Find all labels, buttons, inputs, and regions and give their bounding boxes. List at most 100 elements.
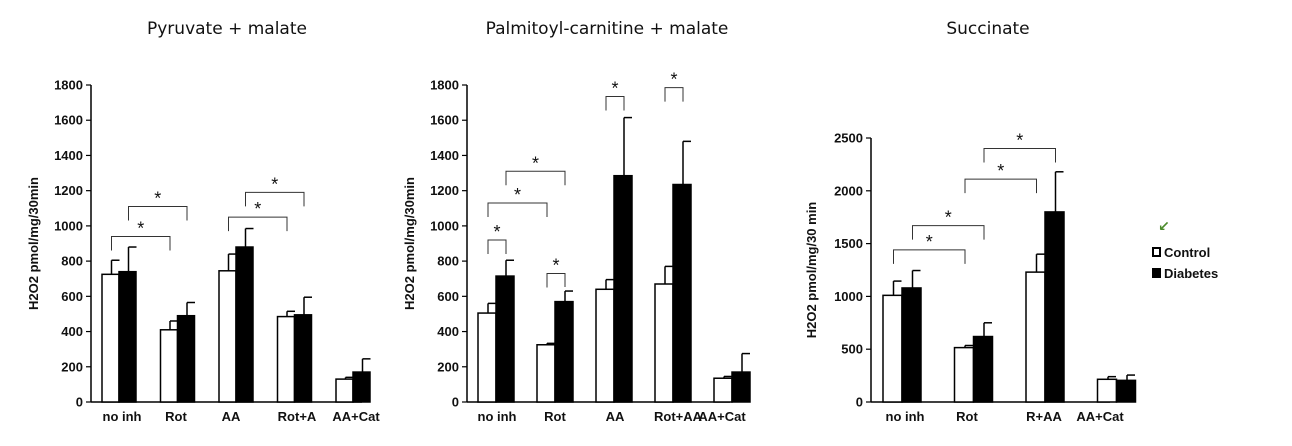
bar-diabetes-r-aa [1044, 211, 1065, 403]
bar-diabetes-rot-aa [672, 183, 692, 403]
green-arrow-icon: ↙ [1158, 218, 1170, 234]
significance-star: * [514, 185, 521, 205]
bar-control-no-inh [101, 273, 120, 403]
y-axis-label: H2O2 pmol/mg/30 min [804, 202, 819, 339]
significance-star: * [552, 255, 559, 275]
chart-pyruvate-malate: Pyruvate + malate H2O2 pmol/mg/30min 0 200 4… [26, 19, 380, 424]
bar-control-rot-a [276, 315, 296, 403]
bar-control-rot [159, 329, 179, 403]
significance-bracket [893, 249, 966, 264]
x-tick-label-rot-aa: Rot+AA [654, 409, 703, 424]
significance-bracket [546, 272, 566, 288]
bar-diabetes-aa-cat [731, 371, 751, 403]
y-tick-label: 0 [76, 395, 83, 410]
bar-control-no-inh [477, 312, 497, 403]
significance-bracket [487, 202, 548, 217]
significance-bracket [505, 170, 566, 186]
chart-succinate: Succinate H2O2 pmol/mg/30 min 0 500 1000 1500… [804, 19, 1137, 424]
significance-bracket [664, 87, 684, 102]
significance-bracket [228, 216, 288, 232]
y-tick-label: 1400 [54, 148, 83, 163]
bar-control-aa [218, 270, 237, 403]
significance-bracket [111, 235, 171, 251]
significance-bracket [128, 206, 188, 221]
y-tick-label: 1000 [54, 218, 83, 233]
significance-bracket [487, 239, 507, 254]
bar-diabetes-rot [554, 300, 574, 403]
bar-diabetes-rot-a [293, 314, 313, 403]
y-axis-label: H2O2 pmol/mg/30min [402, 177, 417, 310]
x-tick-label-no-inh: no inh [103, 409, 142, 424]
y-tick-label: 2500 [834, 131, 863, 146]
y-tick-label: 400 [437, 324, 459, 339]
y-tick-label: 0 [856, 395, 863, 410]
y-tick-label: 500 [841, 342, 863, 357]
y-tick-label: 600 [61, 289, 83, 304]
bar-control-r-aa [1025, 271, 1046, 403]
y-tick-label: 200 [437, 359, 459, 374]
diabetes-swatch [1152, 268, 1161, 278]
bar-diabetes-rot [176, 314, 196, 403]
y-tick-label: 1500 [834, 236, 863, 251]
bar-control-rot [953, 346, 975, 403]
significance-star: * [1016, 131, 1023, 151]
y-tick-label: 800 [437, 254, 459, 269]
bar-diabetes-rot [972, 335, 994, 403]
x-tick-label-aa: AA [606, 409, 625, 424]
chart-title: Palmitoyl-carnitine + malate [486, 19, 729, 39]
y-tick-label: 1600 [430, 113, 459, 128]
bar-control-aa-cat [335, 378, 354, 403]
y-tick-label: 400 [61, 324, 83, 339]
x-tick-label-rot: Rot [956, 409, 978, 424]
x-tick-label-aa-cat: AA+Cat [332, 409, 380, 424]
significance-bracket [912, 225, 985, 240]
bar-diabetes-no-inh [118, 270, 137, 403]
y-tick-label: 1600 [54, 113, 83, 128]
significance-bracket [964, 178, 1037, 194]
bar-control-rot-aa [654, 283, 674, 403]
legend-label-diabetes: Diabetes [1164, 265, 1219, 281]
chart-palmitoyl-carnitine-malate: Palmitoyl-carnitine + malate H2O2 pmol/mg… [402, 19, 751, 424]
significance-star: * [137, 218, 144, 238]
legend-item-control: Control [1152, 244, 1210, 260]
legend-item-diabetes: Diabetes [1152, 265, 1218, 281]
significance-star: * [254, 199, 261, 219]
bar-diabetes-aa [235, 246, 254, 403]
significance-star: * [670, 70, 677, 90]
x-tick-label-aa: AA [222, 409, 241, 424]
y-tick-label: 1800 [430, 78, 459, 93]
bar-control-aa-cat [713, 377, 733, 403]
y-tick-label: 1400 [430, 148, 459, 163]
y-tick-label: 800 [61, 254, 83, 269]
bar-control-aa-cat [1096, 378, 1118, 403]
y-tick-label: 600 [437, 289, 459, 304]
y-axis-label: H2O2 pmol/mg/30min [26, 177, 41, 310]
significance-bracket [605, 95, 625, 111]
y-tick-label: 2000 [834, 183, 863, 198]
control-swatch [1152, 247, 1161, 257]
significance-star: * [154, 189, 161, 209]
x-tick-label-no-inh: no inh [478, 409, 517, 424]
significance-star: * [997, 161, 1004, 181]
x-tick-label-aa-cat: AA+Cat [698, 409, 746, 424]
bar-diabetes-no-inh [901, 287, 922, 403]
y-tick-label: 0 [452, 395, 459, 410]
significance-star: * [271, 174, 278, 194]
significance-star: * [532, 153, 539, 173]
y-tick-label: 200 [61, 359, 83, 374]
bar-control-rot [536, 344, 556, 403]
y-tick-label: 1000 [834, 289, 863, 304]
y-tick-label: 1800 [54, 78, 83, 93]
significance-star: * [493, 222, 500, 242]
x-tick-label-rot-a: Rot+A [278, 409, 317, 424]
significance-star: * [926, 232, 933, 252]
chart-title: Pyruvate + malate [147, 19, 307, 39]
x-tick-label-no-inh: no inh [886, 409, 925, 424]
bar-control-aa [595, 288, 615, 403]
significance-bracket [245, 191, 305, 207]
legend-label-control: Control [1164, 244, 1211, 260]
significance-star: * [611, 78, 618, 98]
chart-title: Succinate [946, 19, 1029, 39]
legend: ↙ Control Diabetes [1152, 218, 1262, 288]
